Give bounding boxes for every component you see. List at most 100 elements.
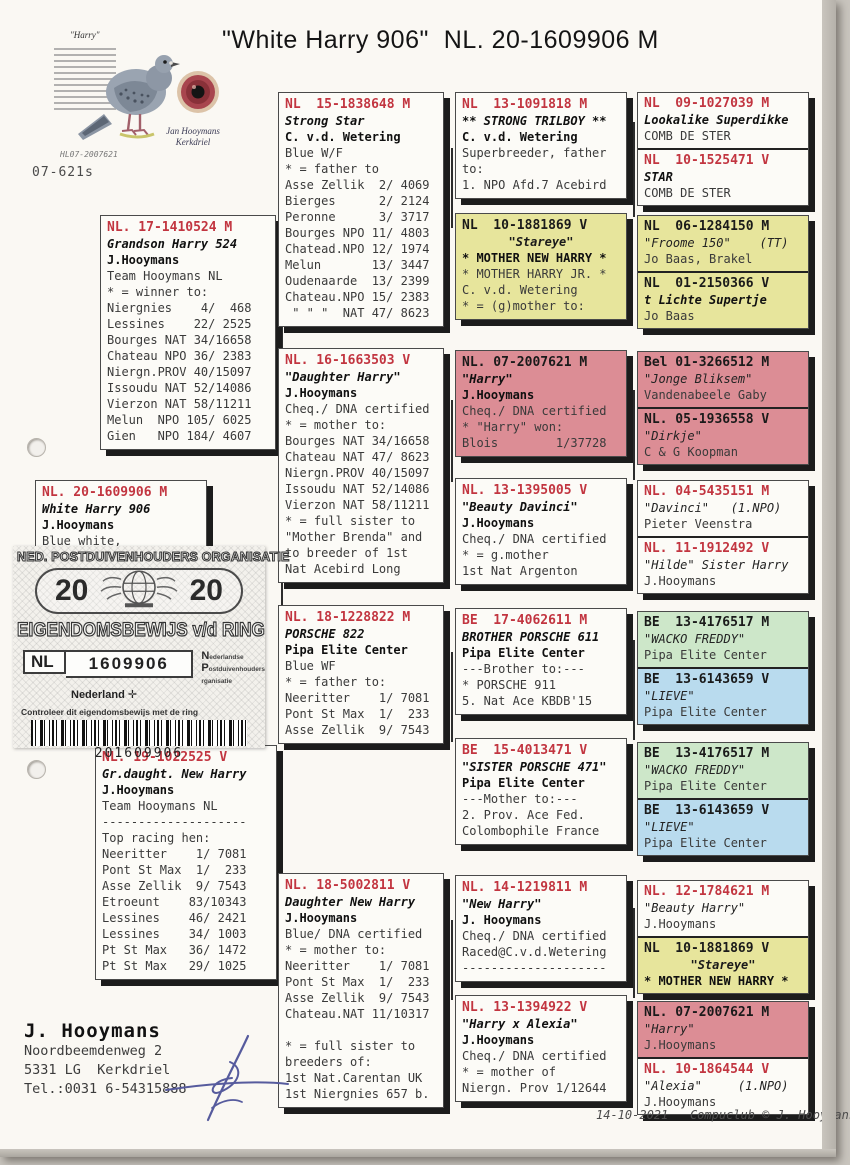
connector-line — [633, 640, 635, 740]
pedigree-line: Asse Zellik 9/ 7543 — [102, 879, 247, 893]
pedigree-line: "Beauty Harry" — [644, 901, 746, 915]
pedigree-line: Jo Baas, Brakel — [644, 252, 753, 266]
ring-number: BE 15-4013471 V — [462, 743, 588, 758]
pedigree-line: Cheq./ DNA certified — [285, 402, 430, 416]
connector-line — [451, 148, 453, 228]
ring-number: NL 10-1881869 V — [462, 218, 588, 233]
pedigree-line: J.Hooymans — [462, 1033, 535, 1047]
pedigree-line: Issoudu NAT 52/14086 — [285, 482, 430, 496]
pedigree-line: "Hilde" Sister Harry — [644, 558, 789, 572]
ring-number: Bel 01-3266512 M — [644, 355, 770, 370]
pedigree-line: Pipa Elite Center — [285, 643, 408, 657]
paper-edge — [0, 1149, 836, 1157]
pedigree-line: Pont St Max 1/ 233 — [285, 707, 430, 721]
pedigree-line: White Harry 906 — [42, 502, 151, 516]
box-brother-porsche-611: BE 17-4062611 M BROTHER PORSCHE 611 Pipa E… — [455, 608, 627, 715]
pedigree-line: * MOTHER HARRY JR. * — [462, 267, 607, 281]
pedigree-line: "Beauty Davinci" — [462, 500, 578, 514]
pedigree-line: COMB DE STER — [644, 129, 731, 143]
pedigree-line: t Lichte Supertje — [644, 293, 767, 307]
ring-number: NL. 18-5002811 V — [285, 878, 411, 893]
pedigree-line: Colombophile France — [462, 824, 600, 838]
pedigree-line: ---Mother to:--- — [462, 792, 578, 806]
pedigree-line: Lessines 46/ 2421 — [102, 911, 247, 925]
box-wacko-freddy-lieve-1: BE 13-4176517 M "WACKO FREDDY" Pipa Elite … — [637, 611, 809, 725]
owner-address-line: Noordbeemdenweg 2 — [24, 1043, 163, 1059]
pedigree-line: Lessines 22/ 2525 — [107, 317, 252, 331]
pedigree-line: "Stareye" — [508, 235, 574, 249]
pedigree-line — [285, 1022, 437, 1038]
box-stareye: NL 10-1881869 V "Stareye" * MOTHER NEW HAR… — [455, 213, 627, 320]
pedigree-line: 1st Nat.Carentan UK — [285, 1071, 423, 1085]
pedigree-line: * PORSCHE 911 — [462, 678, 556, 692]
pedigree-line: Asse Zellik 9/ 7543 — [285, 723, 430, 737]
pedigree-line: Pont St Max 1/ 233 — [102, 863, 247, 877]
ring-number: NL 13-1091818 M — [462, 97, 588, 112]
pedigree-line: "LIEVE" — [644, 820, 695, 834]
box-beauty-davinci: NL. 13-1395005 V "Beauty Davinci" J.Hooyma… — [455, 478, 627, 585]
connector-line — [633, 390, 635, 480]
pedigree-line: Chateau.NAT 11/10317 — [285, 1007, 430, 1021]
pedigree-line: C. v.d. Wetering — [462, 283, 578, 297]
box-porsche-822: NL. 18-1228822 M PORSCHE 822 Pipa Elite Ce… — [278, 605, 444, 744]
ownership-certificate: NED. POSTDUIVENHOUDERS ORGANISATIE 20 20… — [13, 546, 290, 761]
pedigree-line: Niergn.PROV 40/15097 — [107, 365, 252, 379]
pedigree-line: Melun 13/ 3447 — [285, 258, 430, 272]
ring-number: NL. 13-1395005 V — [462, 483, 588, 498]
pedigree-line: J.Hooymans — [644, 1095, 717, 1109]
pedigree-line: * = (g)mother to: — [462, 299, 585, 313]
pedigree-line: "New Harry" — [462, 897, 542, 911]
ring-number: NL. 07-2007621 M — [644, 1005, 770, 1020]
ring-number: NL 10-1525471 V — [644, 153, 770, 168]
breeder-script: Jan Hooymans Kerkdriel — [166, 126, 220, 147]
ring-number: NL 01-2150366 V — [644, 276, 770, 291]
pedigree-line: Superbreeder, father — [462, 146, 607, 160]
connector-line — [451, 652, 453, 742]
hole-punch — [27, 438, 46, 457]
pedigree-line: "WACKO FREDDY" — [644, 763, 746, 777]
pedigree-line: Vierzon NAT 58/11211 — [285, 498, 430, 512]
pedigree-line: Nat Acebird Long — [285, 562, 401, 576]
pedigree-line: Pont St Max 1/ 233 — [285, 975, 430, 989]
pedigree-line: BROTHER PORSCHE 611 — [462, 630, 600, 644]
pedigree-line: Chateau NAT 47/ 8623 — [285, 450, 430, 464]
ring-number: NL. 07-2007621 M — [462, 355, 588, 370]
pedigree-line: * = mother to: — [285, 943, 387, 957]
certificate-title: EIGENDOMSBEWIJS v/d RING — [16, 618, 265, 641]
pedigree-line: breeders of: — [285, 1055, 372, 1069]
pedigree-line: ---Brother to:--- — [462, 662, 585, 676]
ring-number: NL 15-1838648 M — [285, 97, 411, 112]
pigeon-eye-icon — [177, 71, 219, 113]
pedigree-line: Chateau NPO 36/ 2383 — [107, 349, 252, 363]
pedigree-line: "Mother Brenda" and — [285, 530, 423, 544]
pedigree-line: J.Hooymans — [107, 253, 180, 267]
pedigree-line: "Froome 150" (TT) — [644, 236, 789, 250]
page-title: "White Harry 906" NL. 20-1609906 M — [222, 26, 782, 55]
owner-address-line: 5331 LG Kerkdriel — [24, 1062, 171, 1078]
pedigree-line: Niergn.PROV 40/15097 — [285, 466, 430, 480]
footer-credit: Compuclub © J. Hooymans — [689, 1108, 850, 1122]
photo-caption: "Harry" — [70, 30, 100, 40]
pedigree-line: "LIEVE" — [644, 689, 695, 703]
pedigree-line: Vandenabeele Gaby — [644, 388, 767, 402]
ring-number: NL. 20-1609906 M — [42, 485, 168, 500]
box-harry-x-alexia: NL. 13-1394922 V "Harry x Alexia" J.Hooyma… — [455, 995, 627, 1102]
ring-number: NL. 11-1912492 V — [644, 541, 770, 556]
pedigree-line: * MOTHER NEW HARRY * — [644, 974, 789, 988]
pedigree-line: Gr.daught. New Harry — [102, 767, 247, 781]
pedigree-line: * MOTHER NEW HARRY * — [462, 251, 607, 265]
pedigree-line: C. v.d. Wetering — [285, 130, 401, 144]
pigeon-photo: "Harry" — [46, 28, 226, 168]
hole-punch — [27, 760, 46, 779]
year-left: 20 — [55, 574, 89, 607]
connector-line — [281, 800, 283, 885]
barcode — [31, 720, 247, 746]
pedigree-line: J.Hooymans — [285, 911, 358, 925]
box-daughter-new-harry: NL. 18-5002811 V Daughter New Harry J.Hooy… — [278, 873, 444, 1108]
pedigree-line: Team Hooymans NL — [107, 269, 223, 283]
pedigree-line: "Jonge Bliksem" — [644, 372, 753, 386]
pedigree-line: * = g.mother — [462, 548, 549, 562]
pedigree-line: * = winner to: — [107, 285, 209, 299]
box-daughter-harry: NL. 16-1663503 V "Daughter Harry" J.Hooyma… — [278, 348, 444, 583]
